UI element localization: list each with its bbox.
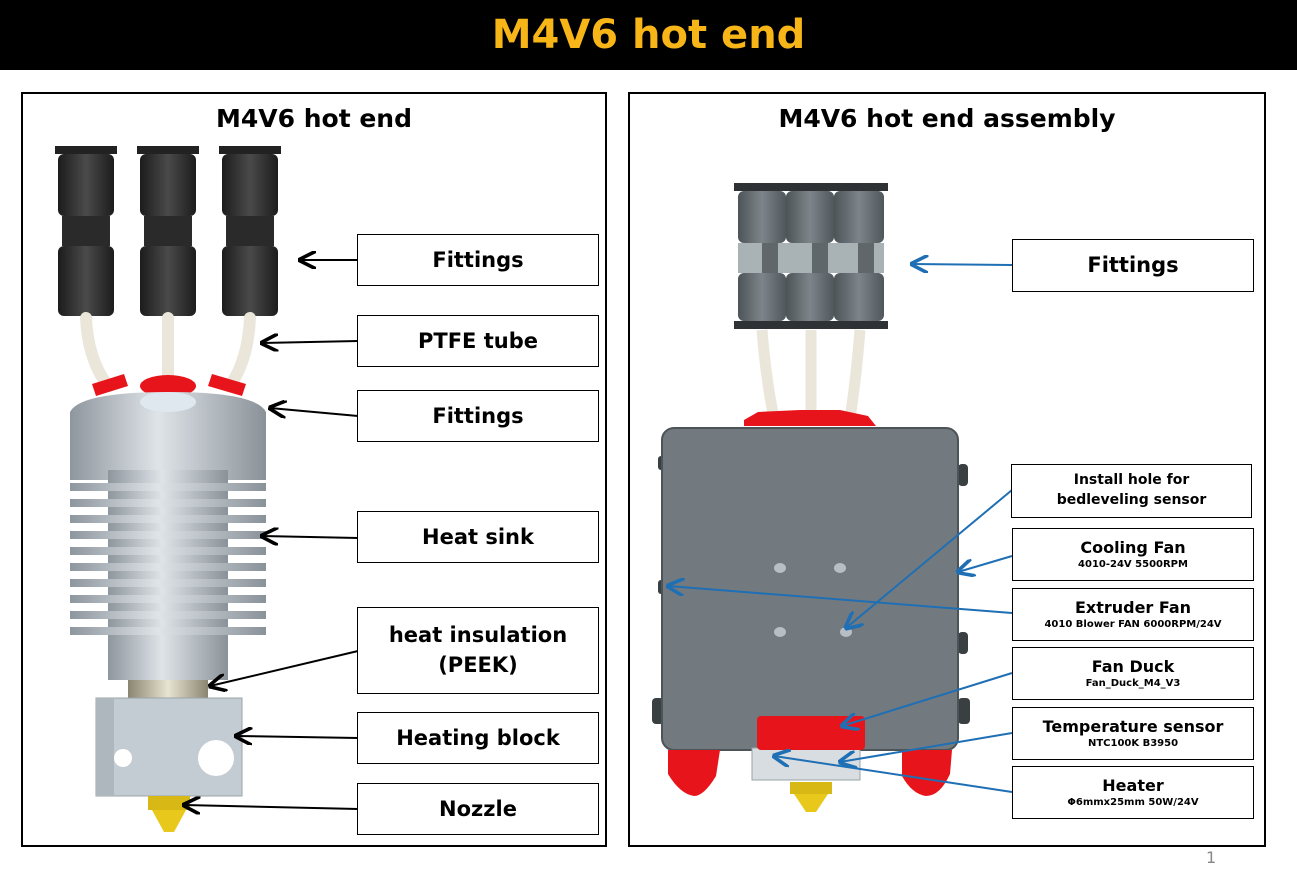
label-text: Fittings	[432, 247, 524, 272]
right-heater-block	[751, 747, 861, 781]
left-nozzle-shape	[148, 796, 190, 832]
label-fittings-top: Fittings	[357, 234, 599, 286]
label-text: Heat sink	[422, 524, 534, 549]
label-subtext: 4010 Blower FAN 6000RPM/24V	[1044, 618, 1222, 630]
left-arrows	[184, 260, 359, 809]
label-nozzle: Nozzle	[357, 783, 599, 835]
right-fittings-shape	[734, 183, 888, 329]
label-temperature-sensor: Temperature sensor NTC100K B3950	[1012, 707, 1254, 760]
title-banner: M4V6 hot end	[0, 0, 1297, 70]
right-panel-title: M4V6 hot end assembly	[778, 104, 1116, 133]
label-text: Fittings	[432, 403, 524, 428]
label-text: PTFE tube	[418, 328, 538, 353]
label-text: heat insulation (PEEK)	[388, 623, 568, 677]
label-text: Extruder Fan	[1074, 597, 1192, 617]
left-heat-sink	[70, 392, 266, 680]
right-panel: M4V6 hot end assembly	[628, 92, 1266, 847]
page-number: 1	[1206, 848, 1217, 867]
label-text: Install hole for bedleveling sensor	[1056, 472, 1207, 508]
right-sensor-holes	[774, 563, 852, 637]
label-text: Heating block	[396, 725, 560, 750]
right-arrows	[668, 264, 1013, 793]
left-heating-block	[95, 697, 243, 797]
right-duct-right	[902, 750, 952, 796]
left-peek-insulator	[128, 680, 208, 698]
label-extruder-fan: Extruder Fan 4010 Blower FAN 6000RPM/24V	[1012, 588, 1254, 641]
label-text: Cooling Fan	[1080, 537, 1186, 557]
label-heating-block: Heating block	[357, 712, 599, 764]
label-fittings-bottom: Fittings	[357, 390, 599, 442]
left-panel-title: M4V6 hot end	[216, 104, 412, 133]
left-panel: M4V6 hot end	[21, 92, 607, 847]
label-subtext: Φ6mmx25mm 50W/24V	[1067, 796, 1199, 808]
label-text: Nozzle	[439, 796, 517, 821]
label-heat-insulation: heat insulation (PEEK)	[357, 607, 599, 694]
right-red-collets	[744, 410, 876, 426]
left-red-collets	[92, 374, 246, 397]
label-right-fittings: Fittings	[1012, 239, 1254, 292]
label-subtext: 4010-24V 5500RPM	[1078, 558, 1188, 570]
label-ptfe-tube: PTFE tube	[357, 315, 599, 367]
right-fan-duct	[757, 716, 865, 750]
banner-title: M4V6 hot end	[491, 12, 806, 58]
label-text: Heater	[1102, 775, 1164, 795]
right-nozzle-shape	[790, 782, 832, 812]
label-subtext: NTC100K B3950	[1087, 737, 1179, 749]
label-text: Fan Duck	[1091, 656, 1175, 676]
label-cooling-fan: Cooling Fan 4010-24V 5500RPM	[1012, 528, 1254, 581]
label-heat-sink: Heat sink	[357, 511, 599, 563]
label-text: Temperature sensor	[1042, 716, 1224, 736]
label-subtext: Fan_Duck_M4_V3	[1085, 677, 1181, 689]
label-install-hole: Install hole for bedleveling sensor	[1011, 464, 1252, 518]
label-heater: Heater Φ6mmx25mm 50W/24V	[1012, 766, 1254, 819]
label-text: Fittings	[1087, 253, 1179, 278]
right-ptfe-tubes	[756, 329, 866, 420]
left-fittings-shape	[55, 146, 281, 316]
label-fan-duck: Fan Duck Fan_Duck_M4_V3	[1012, 647, 1254, 700]
right-duct-left	[668, 750, 720, 796]
